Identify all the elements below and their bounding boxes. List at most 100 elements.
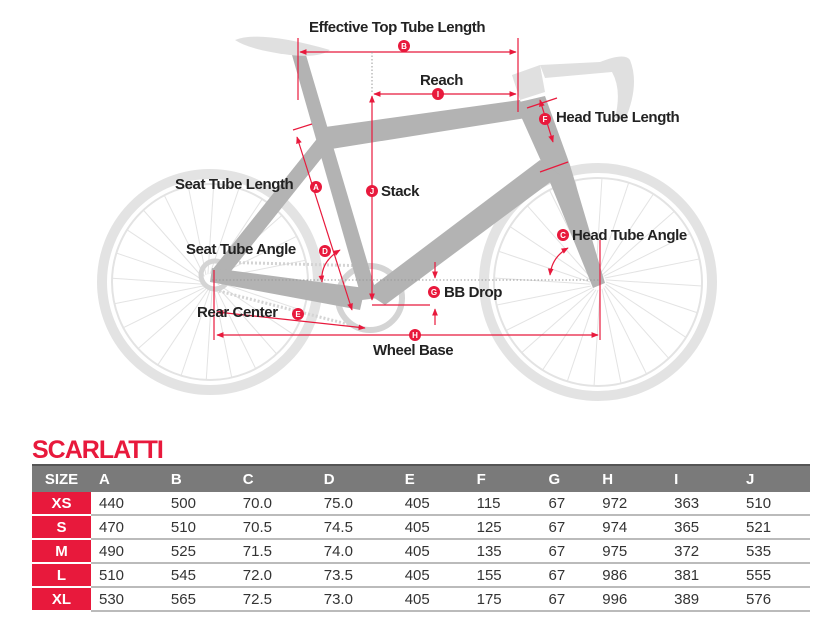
svg-text:I: I (437, 90, 439, 99)
spoke (217, 281, 304, 312)
value-cell: 521 (738, 515, 810, 540)
spoke (496, 285, 592, 306)
spoke (597, 182, 630, 275)
marker-f: F (539, 113, 551, 125)
spoke (605, 279, 702, 287)
spoke (187, 186, 207, 276)
svg-text:H: H (412, 331, 418, 340)
value-cell: 135 (468, 539, 541, 564)
spoke (116, 252, 203, 283)
svg-text:E: E (295, 310, 301, 319)
svg-text:C: C (560, 231, 566, 240)
value-cell: 115 (468, 492, 541, 516)
spoke (601, 288, 622, 384)
value-cell: 155 (468, 563, 541, 588)
value-cell: 555 (738, 563, 810, 588)
table-row: L 510 545 72.0 73.5 405 155 67 986 381 555 (32, 563, 810, 588)
spoke (157, 289, 209, 366)
value-cell: 405 (396, 515, 469, 540)
spoke (593, 289, 601, 386)
label-seat-tube-length: Seat Tube Length (175, 176, 294, 193)
value-cell: 67 (540, 563, 595, 588)
marker-i: I (432, 88, 444, 100)
spoke (137, 288, 207, 349)
spoke (542, 289, 597, 371)
value-cell: 74.5 (315, 515, 397, 540)
spoke (143, 209, 204, 279)
column-header: I (666, 464, 739, 492)
table-header-row: SIZE A B C D E F G H I J (32, 464, 810, 492)
spoke (603, 233, 691, 277)
table-row: XS 440 500 70.0 75.0 405 115 67 972 363 510 (32, 492, 810, 516)
value-cell: 974 (594, 515, 667, 540)
label-effective-top-tube: Effective Top Tube Length (309, 19, 485, 36)
value-cell: 565 (162, 587, 235, 612)
value-cell: 490 (91, 539, 163, 564)
value-cell: 67 (540, 492, 595, 516)
column-header: C (234, 464, 316, 492)
marker-b: B (398, 40, 410, 52)
label-head-tube-length: Head Tube Length (556, 109, 680, 126)
column-header: F (468, 464, 541, 492)
value-cell: 500 (162, 492, 235, 516)
value-cell: 405 (396, 539, 469, 564)
size-cell: M (32, 539, 91, 564)
column-header: H (594, 464, 667, 492)
label-stack: Stack (381, 183, 420, 200)
spoke (114, 285, 204, 305)
spoke (123, 287, 205, 329)
marker-a: A (310, 181, 322, 193)
marker-h: H (409, 329, 421, 341)
value-cell: 405 (396, 587, 469, 612)
value-cell: 70.5 (234, 515, 316, 540)
spoke (207, 184, 215, 275)
svg-text:J: J (370, 187, 374, 196)
spoke (599, 193, 654, 275)
spoke (526, 205, 592, 279)
spoke (505, 287, 593, 331)
value-cell: 545 (162, 563, 235, 588)
column-header: J (738, 464, 810, 492)
marker-j: J (366, 185, 378, 197)
size-cell: XS (32, 492, 91, 516)
spoke (521, 288, 595, 354)
value-cell: 510 (91, 563, 163, 588)
bike-geometry-diagram: B I F A J D C G E H Effective Top Tube L… (97, 19, 717, 401)
marker-d: D (319, 245, 331, 257)
column-header: G (540, 464, 595, 492)
spoke (604, 258, 700, 279)
size-cell: L (32, 563, 91, 588)
spoke (112, 277, 203, 285)
spoke (126, 229, 203, 281)
table-row: XL 530 565 72.5 73.0 405 175 67 996 389 576 (32, 587, 810, 612)
value-cell: 525 (162, 539, 235, 564)
spoke (498, 250, 591, 283)
value-cell: 535 (738, 539, 810, 564)
spoke (205, 289, 213, 380)
spoke (603, 287, 647, 375)
value-cell: 67 (540, 539, 595, 564)
value-cell: 381 (666, 563, 739, 588)
table-row: M 490 525 71.5 74.0 405 135 67 975 372 535 (32, 539, 810, 564)
value-cell: 470 (91, 515, 163, 540)
size-cell: XL (32, 587, 91, 612)
value-cell: 125 (468, 515, 541, 540)
saddle (235, 36, 330, 56)
marker-c: C (557, 229, 569, 241)
value-cell: 405 (396, 563, 469, 588)
value-cell: 389 (666, 587, 739, 612)
label-wheel-base: Wheel Base (373, 342, 453, 359)
value-cell: 67 (540, 515, 595, 540)
spoke (605, 281, 698, 314)
label-reach: Reach (420, 72, 463, 89)
column-header: SIZE (32, 464, 91, 492)
value-cell: 372 (666, 539, 739, 564)
value-cell: 975 (594, 539, 667, 564)
column-header: E (396, 464, 469, 492)
marker-e: E (292, 308, 304, 320)
svg-text:F: F (543, 115, 548, 124)
value-cell: 74.0 (315, 539, 397, 564)
column-header: A (91, 464, 163, 492)
value-cell: 73.5 (315, 563, 397, 588)
